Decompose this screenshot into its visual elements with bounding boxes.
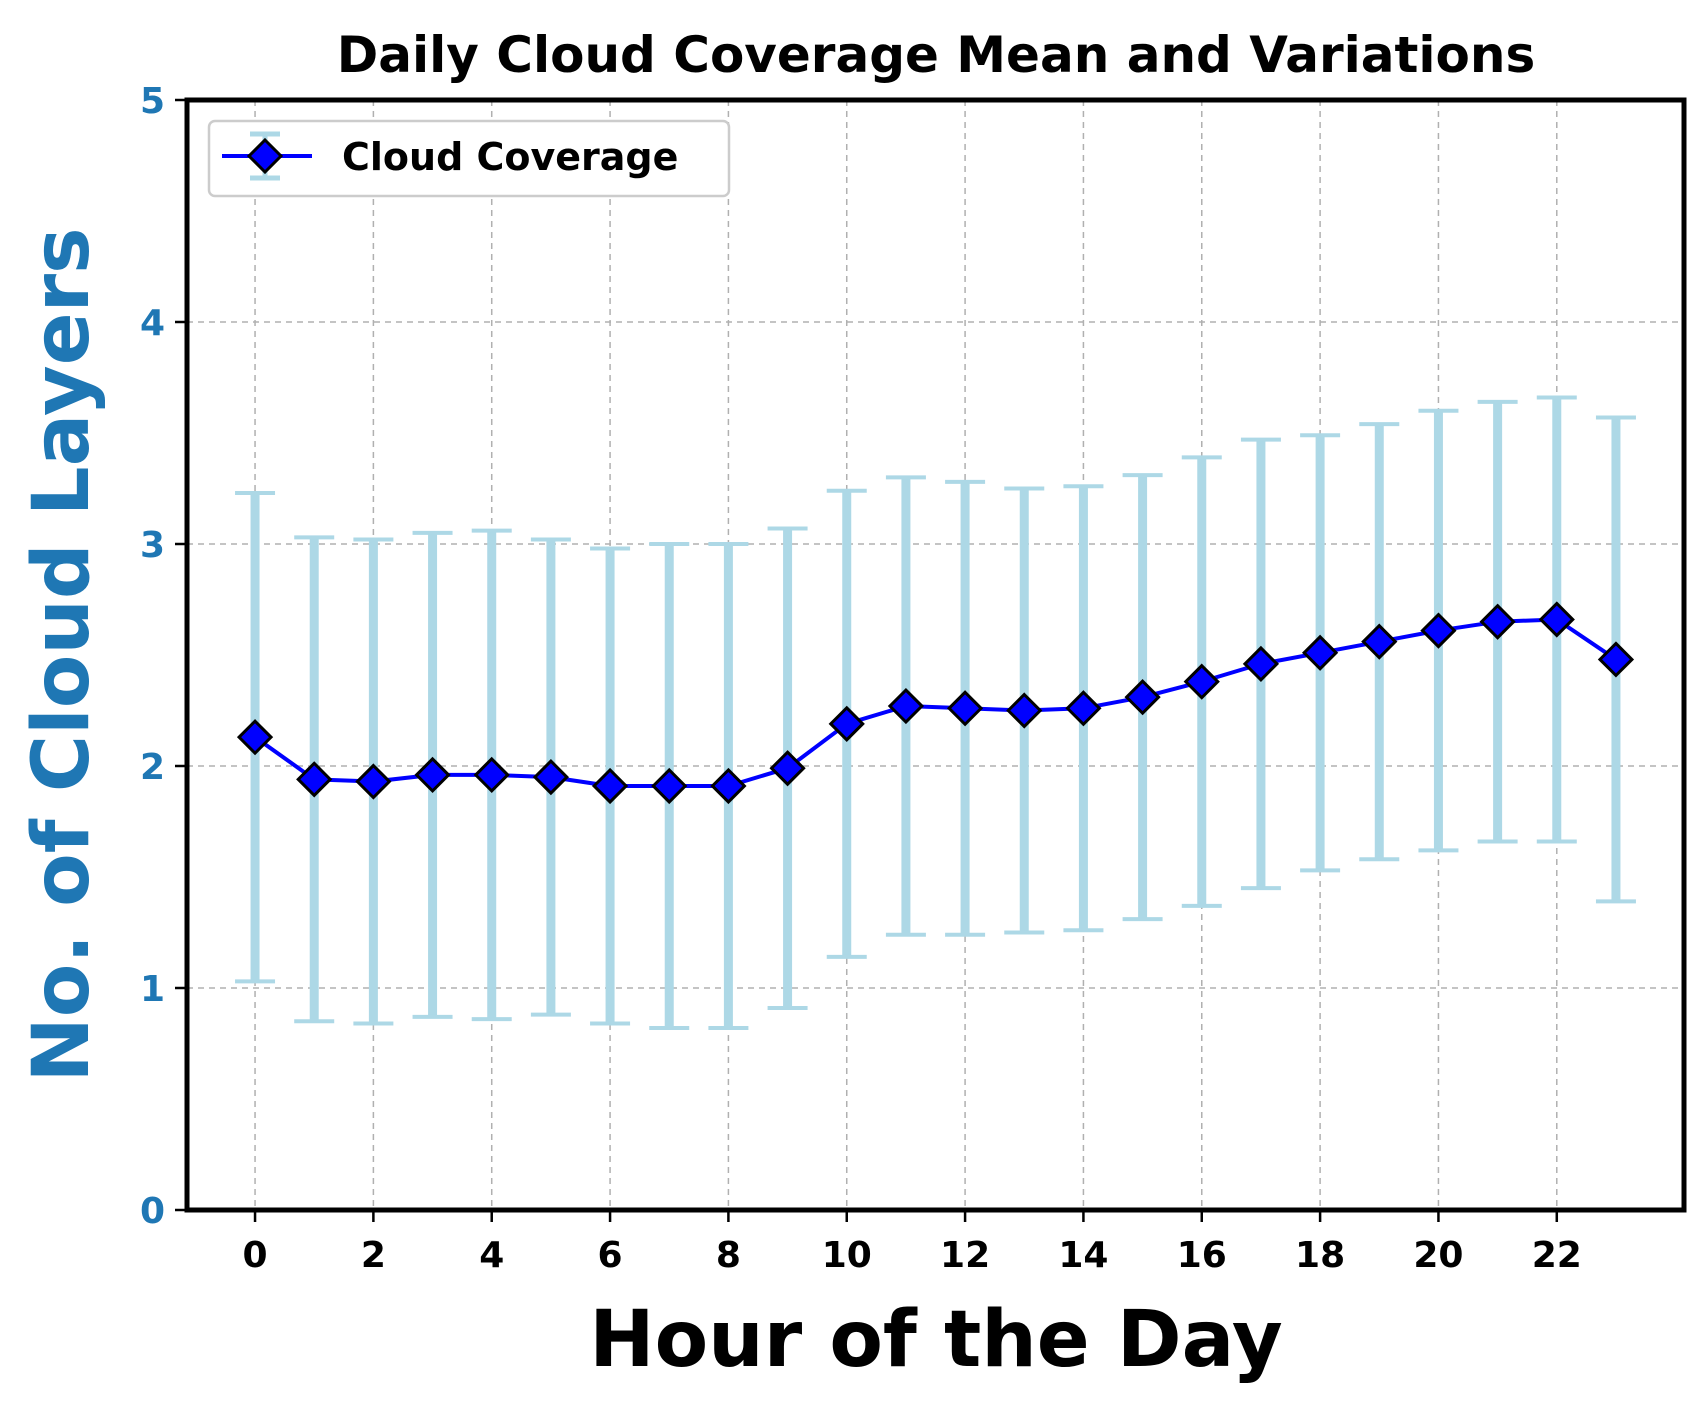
- y-tick-label: 5: [140, 81, 165, 122]
- error-bars: [235, 395, 1636, 1030]
- data-point: [946, 690, 984, 727]
- data-point: [1242, 645, 1280, 683]
- x-tick-label: 10: [822, 1235, 872, 1276]
- data-point: [591, 767, 629, 805]
- data-point: [651, 767, 688, 805]
- data-point: [769, 750, 806, 787]
- y-tick-label: 2: [140, 747, 165, 788]
- x-tick-label: 8: [716, 1235, 741, 1276]
- data-point: [1597, 641, 1635, 678]
- data-point: [1006, 692, 1043, 729]
- x-tick-label: 22: [1532, 1235, 1582, 1276]
- legend-box: [207, 119, 731, 198]
- y-tick-label: 0: [140, 1191, 165, 1232]
- series-line-group: [253, 617, 1618, 788]
- x-axis-label: Hour of the Day: [589, 1295, 1282, 1385]
- x-tick-label: 4: [479, 1235, 504, 1276]
- plot-frame: [184, 97, 1687, 1213]
- data-point: [1420, 612, 1457, 649]
- y-axis-label: No. of Cloud Layers: [17, 228, 107, 1083]
- x-tick-label: 12: [940, 1235, 990, 1276]
- x-tick-label: 16: [1177, 1235, 1227, 1276]
- legend-label: Cloud Coverage: [342, 135, 678, 179]
- data-point: [710, 767, 747, 805]
- series-line: [253, 617, 1618, 788]
- data-point: [473, 756, 510, 794]
- x-tick-label: 18: [1295, 1235, 1345, 1276]
- chart-title: Daily Cloud Coverage Mean and Variations: [337, 26, 1536, 84]
- x-axis-ticks: 0 2 4 6 8 10 12 14 16 18 20 22: [243, 1210, 1582, 1276]
- data-point: [1124, 679, 1161, 716]
- data-point: [236, 719, 274, 756]
- x-tick-label: 20: [1413, 1235, 1463, 1276]
- data-point: [1065, 690, 1102, 727]
- x-tick-label: 0: [243, 1235, 268, 1276]
- x-tick-label: 2: [361, 1235, 386, 1276]
- y-tick-label: 1: [140, 969, 165, 1010]
- x-tick-label: 14: [1058, 1235, 1108, 1276]
- x-tick-label: 6: [598, 1235, 623, 1276]
- data-point: [828, 705, 865, 742]
- data-point: [887, 687, 925, 725]
- data-point: [1538, 601, 1575, 638]
- y-axis-ticks: 0 1 2 3 4 5: [140, 81, 187, 1232]
- legend: Cloud Coverage: [207, 119, 731, 198]
- markers: [236, 601, 1635, 805]
- data-point: [532, 758, 570, 796]
- grid: [187, 99, 1684, 1211]
- data-point: [296, 761, 333, 798]
- data-point: [355, 763, 392, 800]
- legend-diamond-icon: [246, 137, 284, 175]
- data-point: [1183, 663, 1220, 700]
- data-point: [414, 756, 451, 794]
- y-tick-label: 4: [140, 303, 165, 344]
- data-point: [1361, 623, 1398, 660]
- y-tick-label: 3: [140, 525, 165, 566]
- data-point: [1479, 603, 1516, 640]
- data-point: [1301, 634, 1339, 671]
